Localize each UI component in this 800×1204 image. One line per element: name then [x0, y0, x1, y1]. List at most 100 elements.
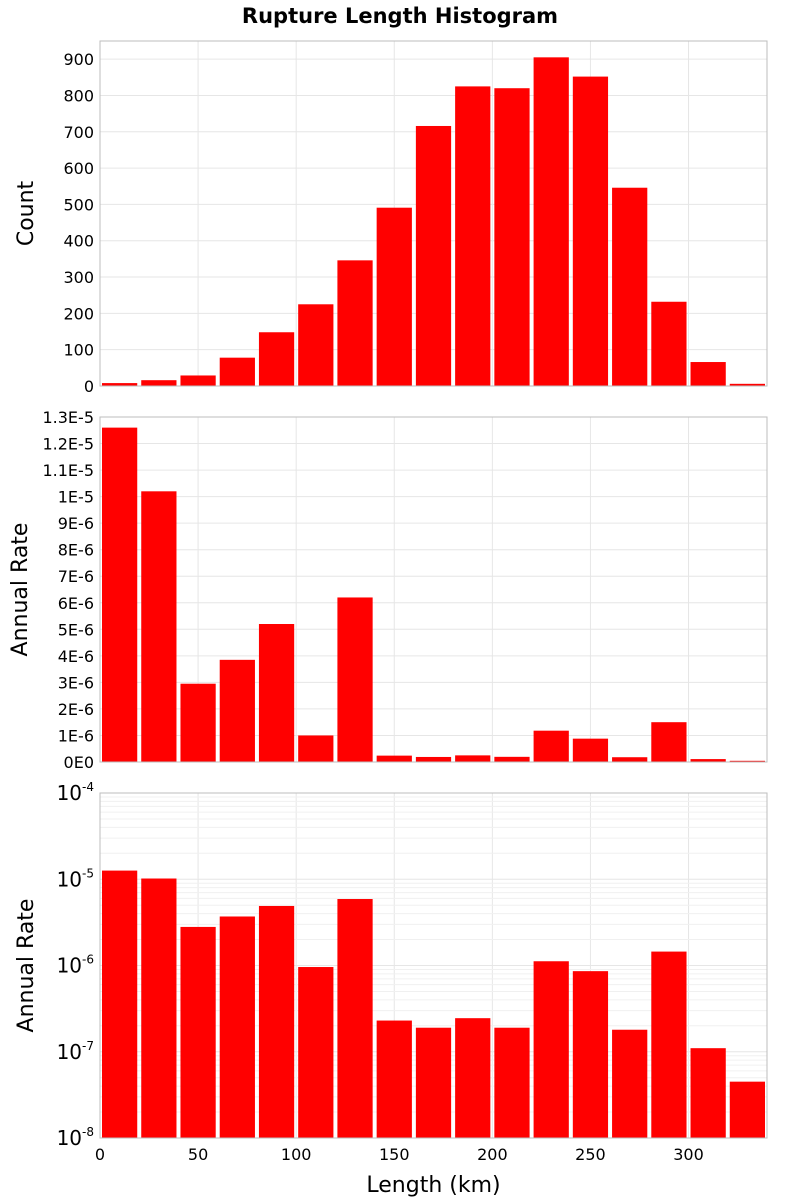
histogram-bar	[298, 304, 334, 386]
histogram-bar	[612, 1029, 648, 1138]
y-tick-label: 700	[63, 123, 94, 142]
histogram-bar	[102, 427, 138, 762]
histogram-bar	[180, 375, 216, 386]
histogram-bar	[337, 899, 373, 1138]
y-tick-label: 10-6	[57, 953, 94, 978]
histogram-bar	[729, 760, 765, 762]
histogram-bar	[455, 86, 491, 386]
histogram-bar	[729, 383, 765, 386]
x-tick-label: 300	[673, 1145, 704, 1164]
histogram-bar	[455, 1018, 491, 1138]
histogram-bar	[415, 1027, 452, 1138]
histogram-bar	[219, 916, 255, 1138]
y-tick-label: 3E-6	[58, 673, 94, 692]
chart-title: Rupture Length Histogram	[242, 4, 558, 28]
histogram-bar	[376, 207, 412, 386]
histogram-bar	[141, 878, 177, 1138]
y-tick-label: 1.2E-5	[42, 435, 94, 454]
y-tick-label: 200	[63, 304, 94, 323]
histogram-bar	[298, 967, 334, 1138]
histogram-bar	[612, 757, 648, 762]
plot-frame	[99, 416, 768, 763]
histogram-bar	[494, 1027, 530, 1138]
y-tick-label: 4E-6	[58, 647, 94, 666]
histogram-bar	[494, 88, 530, 387]
histogram-bar	[258, 905, 295, 1138]
histogram-bar	[376, 1020, 412, 1138]
y-tick-label: 8E-6	[58, 541, 94, 560]
histogram-bar	[141, 380, 177, 386]
histogram-bar	[494, 756, 530, 762]
histogram-bar	[337, 260, 373, 386]
histogram-bar	[572, 971, 609, 1138]
y-tick-label: 0E0	[64, 753, 94, 772]
y-tick-label: 10-4	[57, 780, 94, 805]
histogram-bar	[415, 125, 452, 386]
x-tick-label: 0	[95, 1145, 105, 1164]
y-tick-label: 0	[84, 377, 94, 396]
y-tick-label: 300	[63, 268, 94, 287]
plot-frame	[99, 792, 768, 1139]
y-tick-label: 7E-6	[58, 567, 94, 586]
histogram-bar	[376, 755, 412, 762]
histogram-bar	[219, 659, 255, 762]
histogram-bar	[572, 738, 609, 762]
histogram-bar	[455, 755, 491, 762]
y-tick-label: 1E-6	[58, 726, 94, 745]
histogram-bar	[612, 187, 648, 386]
histogram-bar	[415, 756, 452, 762]
y-tick-label: 400	[63, 232, 94, 251]
histogram-bar	[533, 57, 569, 387]
x-tick-label: 150	[379, 1145, 410, 1164]
y-tick-label: 100	[63, 341, 94, 360]
y-axis-label: Annual Rate	[14, 899, 39, 1033]
y-tick-label: 5E-6	[58, 620, 94, 639]
y-tick-label: 9E-6	[58, 514, 94, 533]
histogram-bar	[258, 332, 295, 386]
chart-panel-1: 0 100 200 300 400 500 600 700 800 900 Count	[14, 40, 768, 396]
histogram-bar	[180, 683, 216, 762]
y-tick-label: 10-8	[57, 1125, 94, 1150]
histogram-bar	[533, 730, 569, 762]
histogram-bar	[337, 597, 373, 762]
y-tick-label: 1.1E-5	[42, 461, 94, 480]
y-tick-label: 600	[63, 159, 94, 178]
histogram-bar	[690, 759, 726, 762]
y-tick-label: 500	[63, 195, 94, 214]
histogram-bar	[651, 722, 687, 762]
x-axis-label: Length (km)	[366, 1173, 500, 1198]
histogram-bar	[102, 870, 138, 1138]
histogram-bar	[651, 301, 687, 386]
y-tick-label: 800	[63, 86, 94, 105]
x-tick-label: 50	[188, 1145, 208, 1164]
x-tick-label: 100	[281, 1145, 312, 1164]
histogram-bar	[690, 1048, 726, 1138]
y-axis-label: Count	[14, 180, 39, 246]
y-tick-label: 10-5	[57, 866, 94, 891]
chart-panel-3: 10-8 10-7 10-6 10-5 10-4 0 50 100 150 200 250 300 An…	[14, 780, 768, 1198]
x-tick-label: 250	[575, 1145, 606, 1164]
histogram-bar	[651, 951, 687, 1138]
histogram-bar	[298, 735, 334, 762]
histogram-bar	[690, 362, 726, 386]
y-axis-label: Annual Rate	[8, 523, 33, 657]
histogram-bar	[219, 357, 255, 386]
chart-panel-2: 0E0 1E-6 2E-6 3E-6 4E-6 5E-6 6E-6 7E-6 8E-6 9E-6 1…	[8, 408, 768, 772]
y-tick-label: 1.3E-5	[42, 408, 94, 427]
y-tick-label: 1E-5	[58, 488, 94, 507]
histogram-bar	[572, 76, 609, 386]
y-tick-label: 2E-6	[58, 700, 94, 719]
histogram-bar	[729, 1081, 765, 1138]
histogram-bar	[141, 491, 177, 762]
histogram-bar	[533, 961, 569, 1138]
y-tick-label: 900	[63, 50, 94, 69]
plot-frame	[99, 40, 768, 387]
y-tick-label: 6E-6	[58, 594, 94, 613]
histogram-bar	[258, 624, 295, 762]
histogram-bar	[180, 926, 216, 1138]
histogram-bar	[102, 383, 138, 386]
x-tick-label: 200	[477, 1145, 508, 1164]
y-tick-label: 10-7	[57, 1039, 94, 1064]
